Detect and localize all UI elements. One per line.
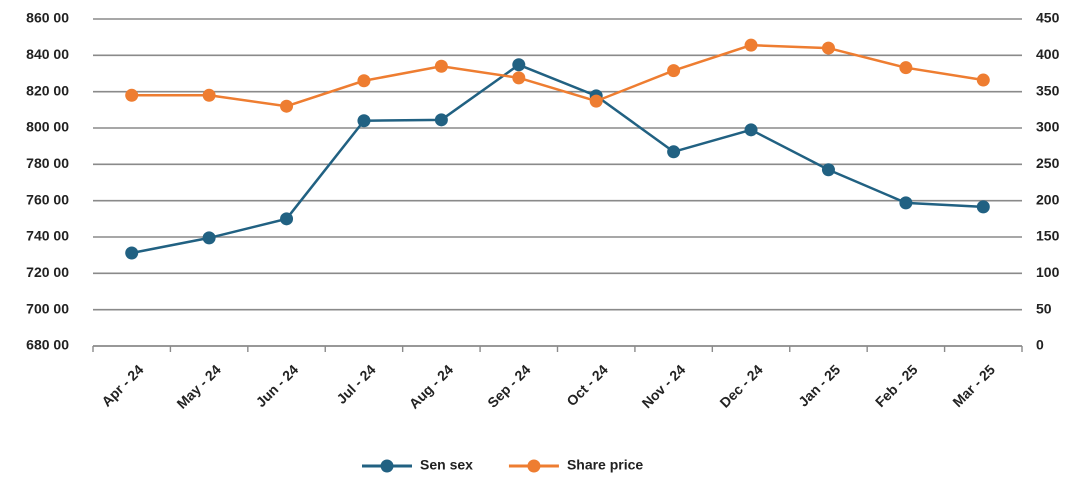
x-tick-label: Jan - 25 bbox=[795, 361, 843, 409]
point bbox=[667, 145, 681, 159]
y2-tick-label: 150 bbox=[1036, 228, 1060, 244]
point bbox=[125, 246, 139, 260]
legend-marker bbox=[380, 459, 394, 473]
point bbox=[899, 61, 913, 75]
legend-label: Share price bbox=[567, 457, 643, 473]
legend: Sen sex Share price bbox=[362, 457, 643, 473]
x-tick-label: Feb - 25 bbox=[872, 361, 921, 410]
x-tick-label: Dec - 24 bbox=[716, 361, 765, 410]
point bbox=[202, 231, 216, 245]
point bbox=[434, 59, 448, 73]
y-tick-label: 680 00 bbox=[26, 337, 69, 353]
y-tick-label: 800 00 bbox=[26, 119, 69, 135]
point bbox=[202, 88, 216, 102]
point bbox=[821, 163, 835, 177]
point bbox=[667, 64, 681, 78]
y-tick-label: 700 00 bbox=[26, 300, 69, 316]
y2-tick-label: 200 bbox=[1036, 191, 1060, 207]
x-tick-label: Nov - 24 bbox=[639, 361, 689, 411]
x-tick-label: Jun - 24 bbox=[253, 361, 302, 410]
point bbox=[744, 123, 758, 137]
point bbox=[357, 114, 371, 128]
point bbox=[899, 196, 913, 210]
series-line bbox=[131, 63, 984, 255]
y2-tick-label: 100 bbox=[1036, 264, 1060, 280]
x-tick-label: Mar - 25 bbox=[949, 361, 998, 410]
y-tick-label: 840 00 bbox=[26, 46, 69, 62]
y-tick-label: 720 00 bbox=[26, 264, 69, 280]
x-tick-label: Sep - 24 bbox=[484, 361, 533, 410]
y-tick-label: 860 00 bbox=[26, 10, 69, 26]
x-tick-label: Aug - 24 bbox=[406, 361, 457, 412]
x-tick-label: May - 24 bbox=[173, 361, 224, 412]
point bbox=[512, 58, 526, 72]
x-tick-label: Oct - 24 bbox=[563, 361, 611, 409]
y2-tick-label: 400 bbox=[1036, 46, 1060, 62]
point bbox=[434, 113, 448, 127]
x-tick-label: Apr - 24 bbox=[98, 361, 146, 409]
point bbox=[744, 38, 758, 52]
y2-tick-label: 450 bbox=[1036, 10, 1060, 26]
legend-label: Sen sex bbox=[420, 457, 473, 473]
x-tick-label: Jul - 24 bbox=[333, 361, 379, 407]
point bbox=[976, 73, 990, 87]
y-tick-label: 760 00 bbox=[26, 191, 69, 207]
y-tick-label: 740 00 bbox=[26, 228, 69, 244]
point bbox=[512, 71, 526, 85]
point bbox=[976, 200, 990, 214]
point bbox=[280, 212, 294, 226]
y-tick-label: 780 00 bbox=[26, 155, 69, 171]
legend-marker bbox=[527, 459, 541, 473]
y2-tick-label: 350 bbox=[1036, 82, 1060, 98]
y-tick-label: 820 00 bbox=[26, 82, 69, 98]
series-line bbox=[131, 43, 984, 108]
point bbox=[280, 99, 294, 113]
y2-tick-label: 50 bbox=[1036, 300, 1052, 316]
y2-tick-label: 0 bbox=[1036, 337, 1044, 353]
point bbox=[589, 94, 603, 108]
point bbox=[357, 74, 371, 88]
y2-tick-label: 300 bbox=[1036, 119, 1060, 135]
y2-tick-label: 250 bbox=[1036, 155, 1060, 171]
point bbox=[125, 88, 139, 102]
point bbox=[821, 41, 835, 55]
